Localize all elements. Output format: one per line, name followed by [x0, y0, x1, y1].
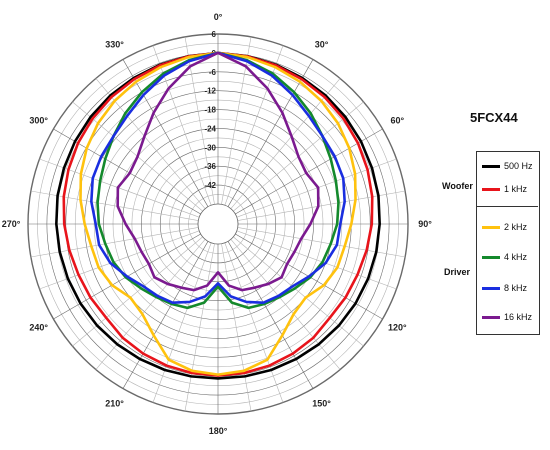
- legend-swatch: [482, 287, 500, 290]
- legend-label: 1 kHz: [504, 184, 528, 194]
- grid-spoke: [227, 241, 314, 389]
- grid-spoke: [221, 36, 252, 205]
- grid-spoke: [95, 239, 206, 370]
- legend-item-2khz: 2 kHz: [482, 220, 542, 234]
- grid-spoke: [39, 230, 200, 290]
- angle-label: 240°: [29, 323, 48, 333]
- angle-label: 180°: [209, 426, 228, 436]
- legend-group-driver: Driver: [444, 267, 471, 277]
- grid-spoke: [236, 158, 397, 218]
- legend-group-woofer: Woofer: [442, 181, 473, 191]
- legend-swatch: [482, 316, 500, 319]
- legend-label: 4 kHz: [504, 252, 528, 262]
- legend-label: 8 kHz: [504, 283, 528, 293]
- legend-item-500hz: 500 Hz: [482, 159, 542, 173]
- grid-spoke: [227, 59, 314, 207]
- angle-label: 300°: [29, 116, 48, 126]
- grid-spoke: [122, 59, 209, 207]
- series-line-8khz: [90, 51, 346, 304]
- angle-label: 120°: [388, 323, 407, 333]
- chart-title: 5FCX44: [470, 110, 518, 125]
- grid-spoke: [221, 243, 252, 412]
- radial-tick-label: -18: [204, 106, 216, 115]
- radial-tick-label: -12: [204, 87, 216, 96]
- radial-tick-label: -6: [209, 68, 217, 77]
- grid-spoke: [122, 241, 209, 389]
- angle-label: 210°: [105, 398, 124, 408]
- grid-spoke: [184, 243, 215, 412]
- legend-label: 2 kHz: [504, 222, 528, 232]
- legend-swatch: [482, 188, 500, 191]
- grid-spoke: [224, 242, 284, 403]
- legend-label: 16 kHz: [504, 312, 533, 322]
- grid-spoke: [233, 236, 364, 347]
- grid-spoke: [236, 230, 397, 290]
- series-line-16khz: [116, 51, 320, 292]
- legend-swatch: [482, 256, 500, 259]
- legend-label: 500 Hz: [504, 161, 533, 171]
- series-lines: [55, 51, 381, 380]
- radial-tick-label: -30: [204, 143, 216, 152]
- legend-swatch: [482, 226, 500, 229]
- grid-spoke: [152, 45, 212, 206]
- series-line-4khz: [96, 51, 340, 310]
- legend-item-1khz: 1 kHz: [482, 182, 542, 196]
- grid-spoke: [224, 45, 284, 206]
- radial-tick-label: -36: [204, 162, 216, 171]
- legend-item-16khz: 16 kHz: [482, 310, 542, 324]
- grid-spoke: [72, 236, 203, 347]
- angle-label: 330°: [105, 40, 124, 50]
- angle-label: 0°: [214, 12, 223, 22]
- radial-tick-label: -42: [204, 181, 216, 190]
- grid-spoke: [230, 239, 341, 370]
- series-line-2khz: [79, 51, 357, 376]
- grid-spoke: [39, 158, 200, 218]
- angle-label: 150°: [312, 398, 331, 408]
- legend-swatch: [482, 165, 500, 168]
- angle-labels: 0° 30° 60° 90° 120° 150° 180° 210° 240° 270° 300° 3…: [2, 12, 433, 436]
- radial-tick-label: -24: [204, 124, 216, 133]
- angle-label: 270°: [2, 219, 21, 229]
- legend-item-4khz: 4 kHz: [482, 250, 542, 264]
- angle-label: 90°: [418, 219, 432, 229]
- center-circle: [197, 203, 239, 245]
- legend-divider: [476, 206, 538, 207]
- series-line-500hz: [55, 51, 381, 380]
- grid-spoke: [152, 242, 212, 403]
- radial-tick-label: 6: [212, 30, 217, 39]
- grid-spoke: [184, 36, 215, 205]
- angle-label: 60°: [390, 116, 404, 126]
- legend-box: [476, 151, 540, 335]
- legend-item-8khz: 8 kHz: [482, 281, 542, 295]
- angle-label: 30°: [315, 40, 329, 50]
